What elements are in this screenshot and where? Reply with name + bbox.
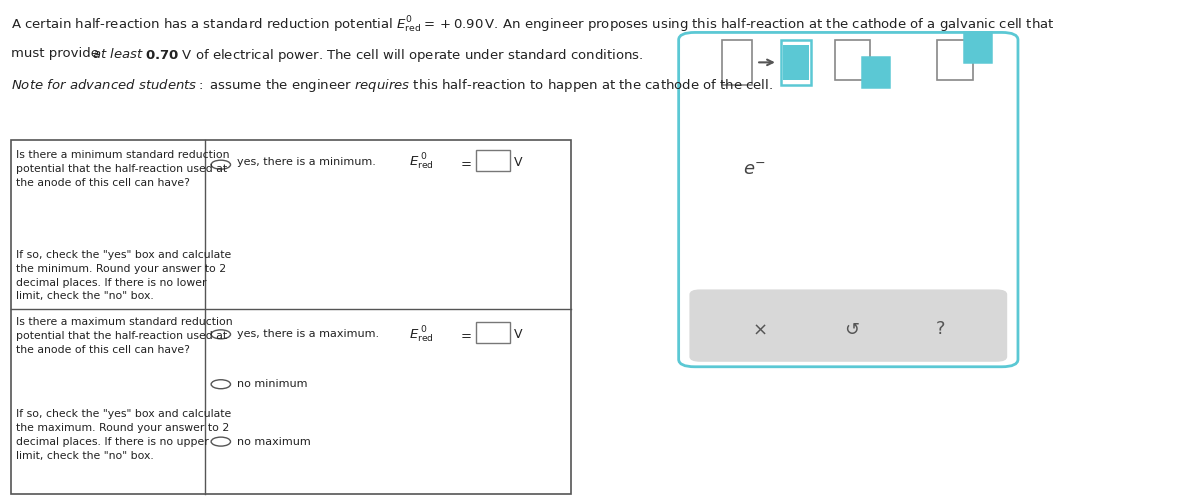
Text: If so, check the "yes" box and calculate
the maximum. Round your answer to 2
dec: If so, check the "yes" box and calculate… xyxy=(16,409,232,461)
Text: $E^{\;0}_{\mathrm{red}}$: $E^{\;0}_{\mathrm{red}}$ xyxy=(409,152,434,172)
Text: yes, there is a minimum.: yes, there is a minimum. xyxy=(236,157,376,167)
Text: Is there a minimum standard reduction
potential that the half-reaction used at
t: Is there a minimum standard reduction po… xyxy=(16,150,229,188)
Text: If so, check the "yes" box and calculate
the minimum. Round your answer to 2
dec: If so, check the "yes" box and calculate… xyxy=(16,250,232,301)
Text: $E^{\;0}_{\mathrm{red}}$: $E^{\;0}_{\mathrm{red}}$ xyxy=(409,324,434,344)
FancyBboxPatch shape xyxy=(690,289,1007,362)
Text: V: V xyxy=(514,156,522,169)
Text: V: V xyxy=(514,328,522,341)
Text: no minimum: no minimum xyxy=(236,379,307,389)
Bar xyxy=(721,40,752,85)
Bar xyxy=(835,40,870,80)
Text: $?$: $?$ xyxy=(935,320,946,338)
Text: must provide: must provide xyxy=(11,47,103,60)
Text: $=$: $=$ xyxy=(458,328,472,341)
Text: $=$: $=$ xyxy=(458,156,472,169)
Text: no maximum: no maximum xyxy=(236,437,311,447)
Text: $\it{at\ least}$: $\it{at\ least}$ xyxy=(91,47,144,61)
Text: yes, there is a maximum.: yes, there is a maximum. xyxy=(236,329,379,339)
Bar xyxy=(862,57,889,87)
Text: $\circlearrowleft$: $\circlearrowleft$ xyxy=(841,320,860,338)
Text: $\it{Note\ for\ advanced\ students:}$ assume the engineer $\it{requires}$ this h: $\it{Note\ for\ advanced\ students:}$ as… xyxy=(11,77,773,94)
Text: $\times$: $\times$ xyxy=(752,320,767,338)
Bar xyxy=(784,45,809,80)
FancyBboxPatch shape xyxy=(679,32,1018,367)
Text: A certain half-reaction has a standard reduction potential $E^{0}_{\mathrm{red}}: A certain half-reaction has a standard r… xyxy=(11,15,1055,35)
Bar xyxy=(781,40,811,85)
Bar xyxy=(964,32,991,62)
Bar xyxy=(937,40,973,80)
Text: $\mathbf{0.70}$ V of electrical power. The cell will operate under standard cond: $\mathbf{0.70}$ V of electrical power. T… xyxy=(145,47,643,64)
Text: $e^{-}$: $e^{-}$ xyxy=(743,161,767,179)
Text: Is there a maximum standard reduction
potential that the half-reaction used at
t: Is there a maximum standard reduction po… xyxy=(16,317,233,355)
